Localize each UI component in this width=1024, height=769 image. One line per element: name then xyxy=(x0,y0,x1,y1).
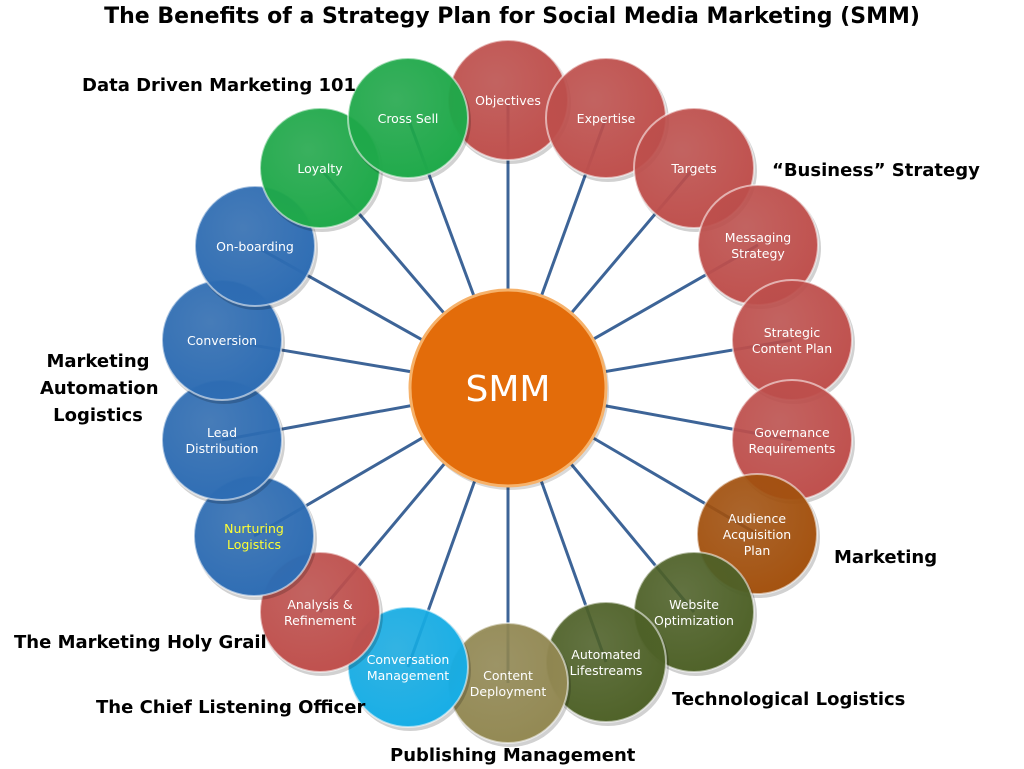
node-label: Acquisition xyxy=(723,527,791,542)
node-label: Logistics xyxy=(227,537,281,552)
node-label: Expertise xyxy=(577,111,636,126)
category-holy-grail: The Marketing Holy Grail xyxy=(14,632,267,653)
node-label: Loyalty xyxy=(297,161,343,176)
node-label: Optimization xyxy=(654,613,734,628)
node-label: Requirements xyxy=(749,441,836,456)
category-chief-listening-officer: The Chief Listening Officer xyxy=(96,697,366,718)
center-circle xyxy=(408,288,608,488)
node-circle xyxy=(347,57,469,179)
category-marketing-automation: Marketing Automation Logistics xyxy=(40,351,159,426)
node-circle xyxy=(347,606,469,728)
diagram-title: The Benefits of a Strategy Plan for Soci… xyxy=(104,4,920,29)
node-label: Plan xyxy=(744,543,771,558)
node-label: Audience xyxy=(728,511,786,526)
node-label: Refinement xyxy=(284,613,356,628)
category-publishing-management: Publishing Management xyxy=(390,745,636,766)
node-label: Content xyxy=(483,668,533,683)
node-label: Conversation xyxy=(367,652,450,667)
category-technological-logistics: Technological Logistics xyxy=(672,689,906,710)
node-cross-sell: Cross Sell xyxy=(347,57,471,182)
node-analysis-refinement: Analysis &Refinement xyxy=(259,551,383,676)
node-label: Messaging xyxy=(725,230,791,245)
node-label: Content Plan xyxy=(752,341,832,356)
center-label: SMM xyxy=(466,369,551,410)
category-business-strategy: “Business” Strategy xyxy=(772,160,980,181)
node-label: Conversion xyxy=(187,333,257,348)
node-label: Targets xyxy=(670,161,716,176)
category-marketing: Marketing xyxy=(834,547,938,568)
node-label: Cross Sell xyxy=(378,111,439,126)
node-label: Management xyxy=(367,668,449,683)
node-label: Automated xyxy=(571,647,640,662)
node-label: Analysis & xyxy=(287,597,352,612)
node-label: Distribution xyxy=(186,441,259,456)
node-conversion: Conversion xyxy=(161,279,285,404)
node-label: Website xyxy=(669,597,719,612)
node-label: Deployment xyxy=(470,684,547,699)
node-label: Lifestreams xyxy=(570,663,643,678)
node-label: Nurturing xyxy=(224,521,284,536)
node-label: Governance xyxy=(754,425,830,440)
node-label: Objectives xyxy=(475,93,541,108)
node-label: Strategic xyxy=(764,325,821,340)
node-label: Strategy xyxy=(731,246,785,261)
node-label: On-boarding xyxy=(216,239,294,254)
category-data-driven-marketing: Data Driven Marketing 101 xyxy=(82,75,357,96)
node-label: Lead xyxy=(207,425,237,440)
